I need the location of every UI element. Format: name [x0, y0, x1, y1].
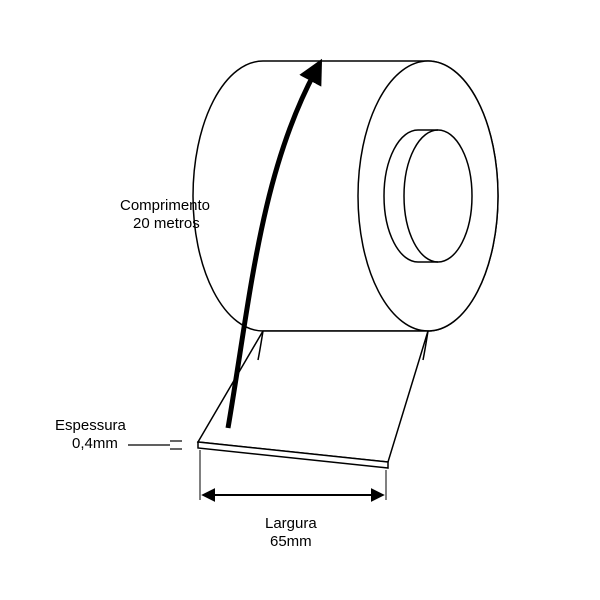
tape-roll — [193, 61, 498, 468]
thickness-label: Espessura 0,4mm — [55, 417, 130, 452]
thickness-callout — [128, 441, 182, 449]
width-label: Largura 65mm — [265, 515, 321, 550]
tape-roll-diagram: Comprimento 20 metros Espessura 0,4mm La… — [0, 0, 600, 600]
